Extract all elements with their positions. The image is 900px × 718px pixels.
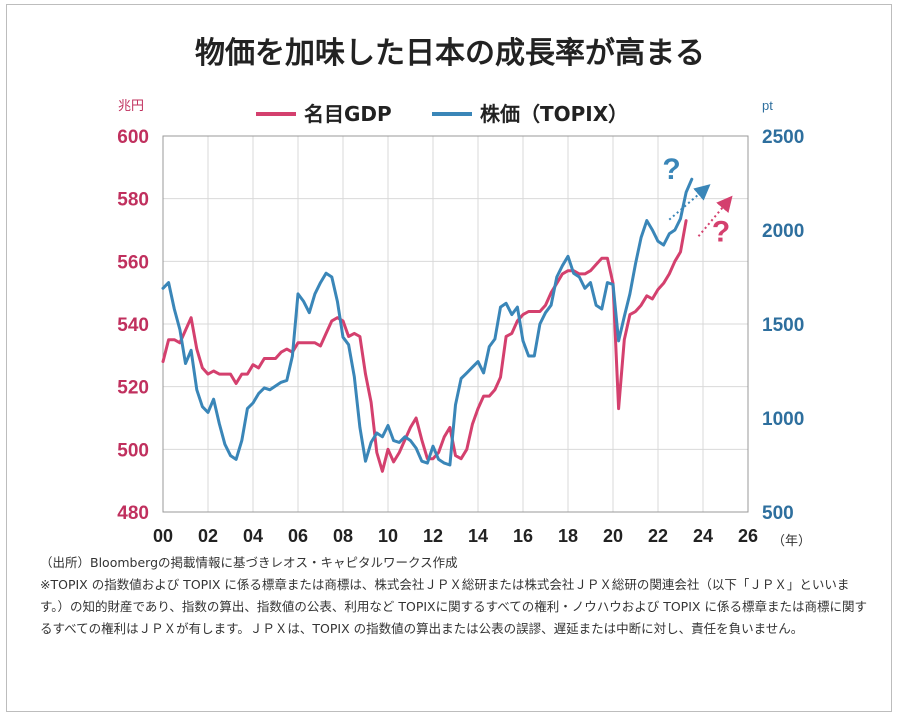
x-tick-label: 10 (378, 526, 398, 546)
y-right-tick-label: 500 (762, 503, 794, 524)
x-unit-label: （年） (772, 534, 811, 549)
topix-trend-arrow (668, 184, 711, 221)
topix-question-mark: ? (662, 153, 680, 186)
y-left-tick-label: 600 (117, 127, 149, 148)
x-tick-label: 20 (603, 526, 623, 546)
x-tick-label: 14 (468, 526, 488, 546)
x-tick-label: 02 (198, 526, 218, 546)
plot-area (162, 135, 749, 513)
axis-layer: 4805005205405605806005001000150020002500… (117, 98, 811, 549)
annotations: ?? (662, 153, 733, 248)
series-line-topix (161, 177, 694, 467)
y-left-tick-label: 480 (117, 503, 149, 524)
y-left-tick-label: 580 (117, 190, 149, 211)
legend-label: 株価（TOPIX） (480, 102, 628, 126)
y-right-unit-label: pt (762, 98, 773, 113)
x-tick-label: 04 (243, 526, 263, 546)
x-tick-label: 16 (513, 526, 533, 546)
x-tick-label: 24 (693, 526, 713, 546)
x-tick-label: 06 (288, 526, 308, 546)
y-right-tick-label: 1000 (762, 409, 804, 430)
series-line-gdp (161, 219, 688, 473)
y-right-tick-label: 1500 (762, 315, 804, 336)
gdp-question-mark: ? (712, 215, 730, 248)
x-tick-label: 12 (423, 526, 443, 546)
y-left-tick-label: 500 (117, 440, 149, 461)
copyright-note: ※TOPIX の指数値および TOPIX に係る標章または商標は、株式会社ＪＰＸ… (40, 577, 867, 636)
legend: 名目GDP 株価（TOPIX） (256, 102, 628, 126)
y-left-unit-label: 兆円 (118, 99, 144, 114)
series-layer (161, 177, 694, 473)
x-tick-label: 08 (333, 526, 353, 546)
x-tick-label: 26 (738, 526, 758, 546)
chart-frame (6, 4, 892, 712)
y-right-tick-label: 2500 (762, 127, 804, 148)
y-left-tick-label: 520 (117, 378, 149, 399)
y-right-tick-label: 2000 (762, 221, 804, 242)
footer: （出所）Bloombergの掲載情報に基づきレオス・キャピタルワークス作成 ※T… (40, 552, 870, 640)
source-note: （出所）Bloombergの掲載情報に基づきレオス・キャピタルワークス作成 (40, 555, 458, 570)
y-left-tick-label: 560 (117, 252, 149, 273)
x-tick-label: 18 (558, 526, 578, 546)
legend-label: 名目GDP (304, 102, 392, 126)
x-tick-label: 22 (648, 526, 668, 546)
gdp-trend-arrow (697, 195, 733, 237)
chart-title: 物価を加味した日本の成長率が高まる (195, 36, 705, 71)
y-left-tick-label: 540 (117, 315, 149, 336)
x-tick-label: 00 (153, 526, 173, 546)
